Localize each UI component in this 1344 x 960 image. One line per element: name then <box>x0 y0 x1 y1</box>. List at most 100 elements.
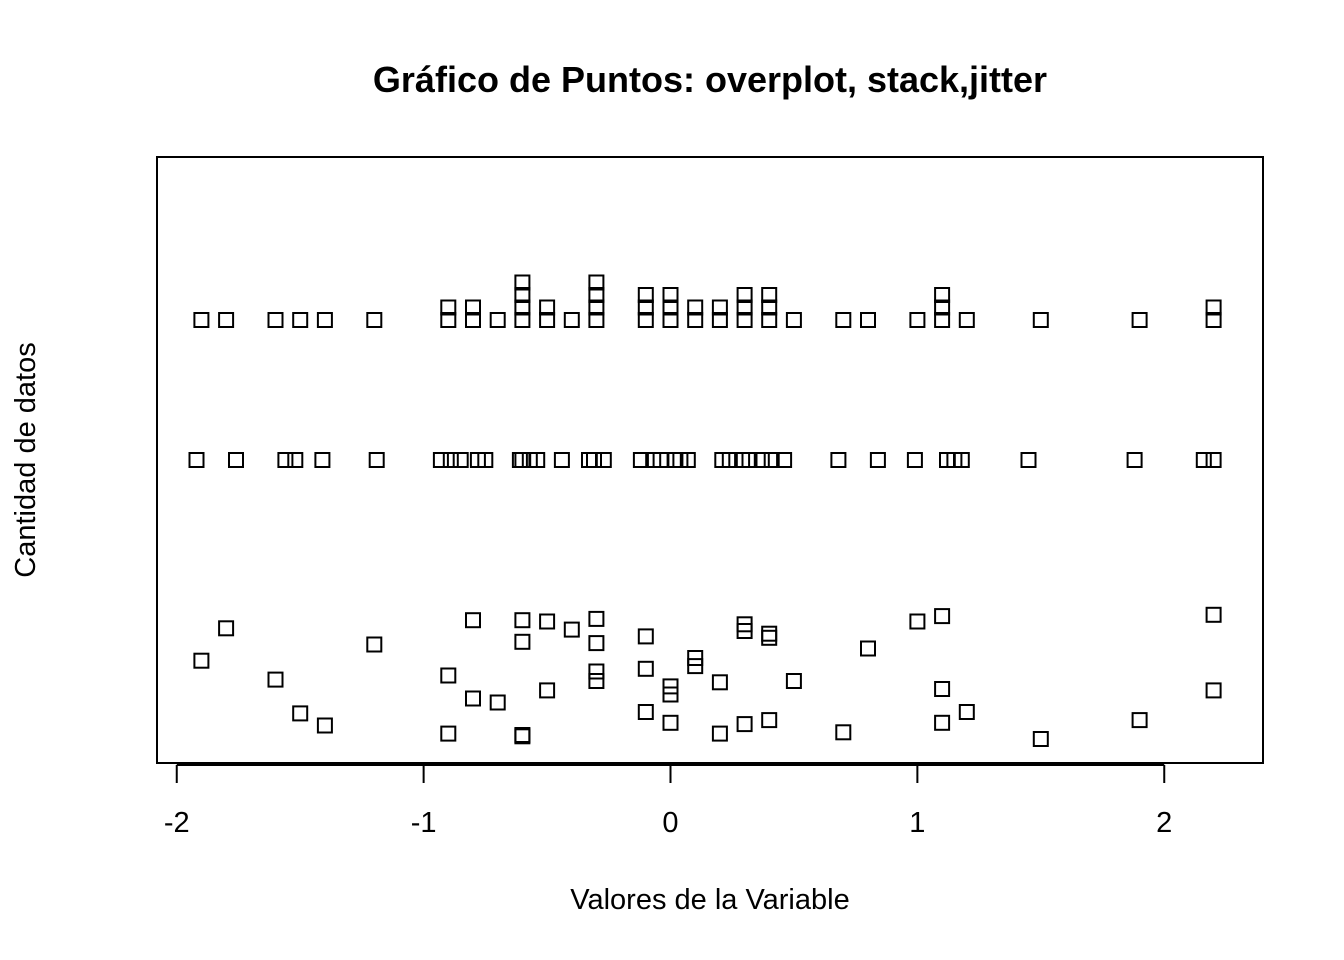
jitter-point <box>595 452 612 468</box>
stack-point <box>218 312 235 328</box>
overplot-point <box>711 674 728 691</box>
jitter-point <box>830 452 847 468</box>
overplot-point <box>465 690 481 707</box>
overplot-point <box>785 673 802 689</box>
stack-point <box>711 312 728 328</box>
stack-point <box>588 299 605 316</box>
overplot-point <box>687 658 704 675</box>
overplot-point <box>835 724 852 741</box>
overplot-point <box>316 717 333 734</box>
chart-title: Gráfico de Puntos: overplot, stack,jitte… <box>373 59 1047 100</box>
x-tick-label: -1 <box>411 807 437 839</box>
jitter-point <box>586 452 602 468</box>
overplot-point <box>761 712 778 729</box>
overplot-point <box>736 716 753 733</box>
overplot-point <box>465 612 481 629</box>
stack-point <box>637 287 654 303</box>
stack-point <box>563 312 580 328</box>
stack-point <box>514 312 531 328</box>
overplot-point <box>563 621 580 638</box>
overplot-point <box>637 628 654 645</box>
overplot-point <box>934 681 951 697</box>
stack-point <box>588 287 605 303</box>
overplot-point <box>958 704 975 720</box>
stack-point <box>267 312 284 328</box>
overplot-point <box>588 635 605 652</box>
stack-point <box>687 299 704 316</box>
stack-point <box>761 287 778 303</box>
stack-point <box>736 312 753 328</box>
stack-point <box>934 312 951 328</box>
jitter-point <box>368 452 385 468</box>
stack-point <box>514 299 531 316</box>
jitter-point <box>1195 452 1212 468</box>
stack-point <box>687 312 704 328</box>
stack-point <box>465 312 481 328</box>
overplot-point <box>588 673 605 689</box>
overplot-point <box>687 650 704 666</box>
overplot-point <box>539 682 556 699</box>
overplot-point <box>637 660 654 677</box>
stack-point <box>366 312 383 328</box>
stack-point <box>711 299 728 316</box>
jitter-point <box>763 452 780 468</box>
x-axis-label: Valores de la Variable <box>570 884 849 916</box>
jitter-point <box>953 452 970 468</box>
overplot-point <box>539 613 556 630</box>
overplot-point <box>637 704 654 720</box>
stack-point <box>934 287 951 303</box>
jitter-point <box>906 452 923 468</box>
jitter-point <box>1205 452 1222 468</box>
overplot-point <box>934 714 951 731</box>
stack-point <box>662 299 679 316</box>
overplot-point <box>736 623 753 639</box>
jitter-point <box>188 452 205 468</box>
stack-point <box>736 299 753 316</box>
overplot-point <box>366 636 383 653</box>
overplot-point <box>218 620 235 637</box>
stack-point <box>316 312 333 328</box>
stack-point <box>761 312 778 328</box>
stack-point <box>909 312 926 328</box>
x-axis: -2 -1 0 1 2 <box>164 764 1172 839</box>
jitter-point <box>581 452 597 468</box>
stack-point <box>465 299 481 316</box>
overplot-point <box>193 652 210 669</box>
jitter-point <box>277 452 294 468</box>
overplot-point <box>1032 731 1049 747</box>
overplot-point <box>860 640 876 657</box>
overplot-point <box>1131 712 1148 729</box>
jitter-point <box>1020 452 1037 468</box>
overplot-point <box>761 629 778 646</box>
jitter-point <box>314 452 331 468</box>
jitter-point <box>553 452 570 468</box>
stack-point <box>588 274 605 291</box>
jitter-point <box>432 452 449 468</box>
overplot-point <box>489 694 506 711</box>
stack-point <box>662 287 679 303</box>
stack-point <box>193 312 210 328</box>
overplot-point <box>909 613 926 630</box>
jitter-point <box>529 452 546 468</box>
jitter-point <box>869 452 886 468</box>
overplot-point <box>662 686 679 703</box>
jitter-point <box>776 452 793 468</box>
overplot-point <box>662 714 679 731</box>
stack-point <box>1131 312 1148 328</box>
stack-point <box>1205 299 1222 316</box>
stack-point <box>860 312 876 328</box>
stack-point <box>662 312 679 328</box>
overplot-point <box>588 663 605 680</box>
jitter-point <box>632 452 649 468</box>
overplot-point <box>588 610 605 627</box>
jitter-point <box>452 452 469 468</box>
stack-point <box>637 312 654 328</box>
jitter-point <box>741 452 758 468</box>
overplot-point <box>934 608 951 625</box>
stack-point <box>958 312 975 328</box>
jitter-point <box>477 452 494 468</box>
stack-point <box>440 312 457 328</box>
overplot-point <box>292 705 309 722</box>
